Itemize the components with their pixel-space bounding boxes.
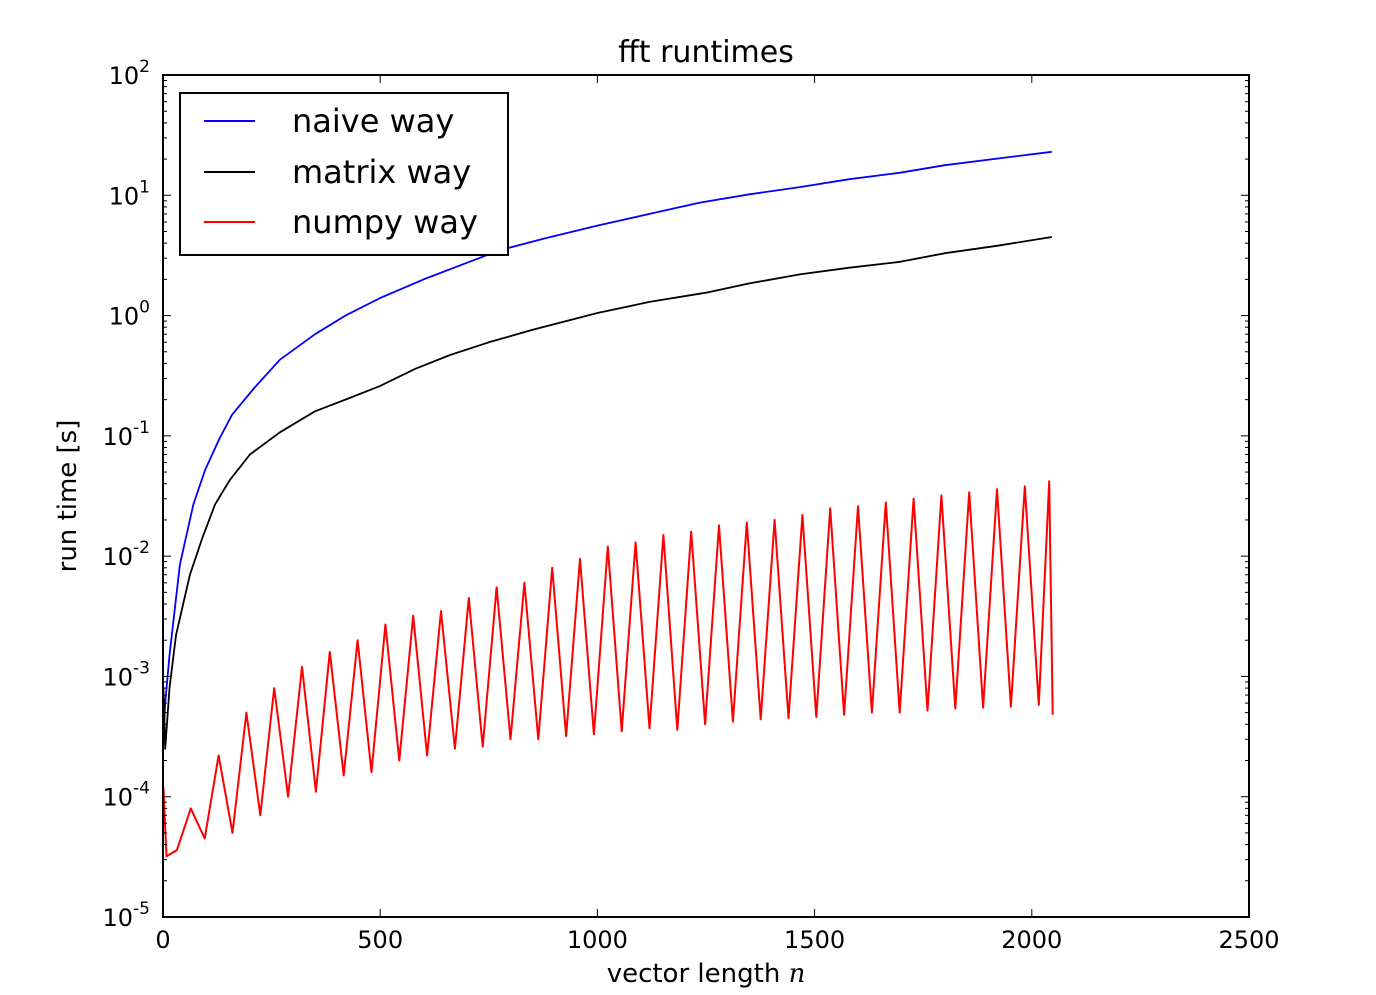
y-tick-base: 10 (109, 62, 140, 90)
tick-layer: 0 500 1000 1500 2000 250010-510-410-310-210-1… (103, 57, 1280, 954)
y-tick-exponent: 2 (139, 57, 150, 77)
chart-title: fft runtimes (618, 35, 794, 70)
x-tick-label: 2000 (1001, 926, 1062, 954)
y-tick-base: 10 (109, 303, 140, 331)
y-tick-label: 10-4 (103, 779, 151, 812)
y-tick-exponent: -5 (133, 899, 150, 919)
y-tick-label: 10-2 (103, 538, 151, 571)
legend-label-matrix: matrix way (292, 153, 471, 191)
y-tick-label: 10-3 (103, 658, 151, 691)
legend: naive way matrix way numpy way (179, 92, 509, 256)
y-tick-base: 10 (103, 543, 134, 571)
y-tick-exponent: -3 (133, 658, 150, 678)
series-layer (162, 150, 1054, 858)
y-tick-base: 10 (103, 904, 134, 932)
y-tick-label: 101 (109, 177, 150, 210)
y-tick-label: 100 (109, 298, 150, 331)
x-tick-label: 500 (357, 926, 403, 954)
y-tick-base: 10 (103, 784, 134, 812)
y-tick-exponent: 1 (139, 177, 150, 197)
y-tick-base: 10 (109, 182, 140, 210)
y-tick-exponent: -1 (133, 418, 150, 438)
series-line-naive-way (162, 150, 1052, 740)
y-tick-label: 10-1 (103, 418, 151, 451)
y-tick-exponent: -2 (133, 538, 150, 558)
series-line-numpy-way (162, 480, 1054, 858)
y-tick-base: 10 (103, 423, 134, 451)
y-tick-base: 10 (103, 663, 134, 691)
x-tick-label: 2500 (1218, 926, 1279, 954)
legend-label-naive: naive way (292, 102, 454, 140)
y-tick-exponent: -4 (133, 779, 150, 799)
y-tick-label: 10-5 (103, 899, 151, 932)
y-tick-exponent: 0 (139, 298, 150, 318)
x-tick-label: 1000 (567, 926, 628, 954)
y-axis-label: run time [s] (53, 420, 83, 573)
x-tick-label: 1500 (784, 926, 845, 954)
x-axis-label: vector length n (607, 959, 806, 989)
x-axis-label-text: vector length (607, 959, 781, 989)
series-line-matrix-way (162, 236, 1052, 750)
legend-label-numpy: numpy way (292, 203, 478, 241)
y-tick-label: 102 (109, 57, 150, 90)
x-axis-label-variable: n (789, 959, 806, 989)
x-tick-label: 0 (155, 926, 170, 954)
plot-frame (162, 74, 1250, 918)
